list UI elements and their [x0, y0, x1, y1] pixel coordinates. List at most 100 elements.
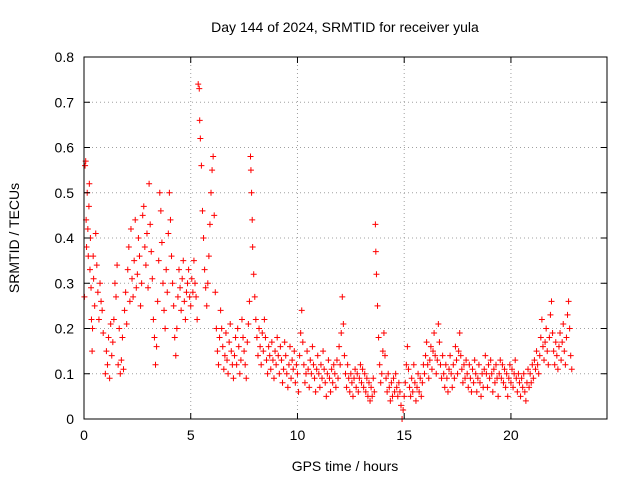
data-point [484, 384, 491, 391]
data-point [349, 393, 356, 400]
data-point [374, 302, 381, 309]
data-point [363, 375, 370, 382]
data-point [529, 361, 536, 368]
data-point [164, 289, 171, 296]
data-point [416, 388, 423, 395]
data-point [301, 379, 308, 386]
data-point [104, 361, 111, 368]
data-point [99, 307, 106, 314]
data-point [276, 370, 283, 377]
data-point [536, 352, 543, 359]
data-point [151, 334, 158, 341]
data-point [321, 366, 328, 373]
data-point [512, 357, 519, 364]
data-point [189, 289, 196, 296]
data-point [82, 162, 89, 169]
data-point [322, 379, 329, 386]
data-point [433, 370, 440, 377]
data-point [370, 375, 377, 382]
data-point [337, 361, 344, 368]
data-point [130, 293, 137, 300]
data-point [257, 343, 264, 350]
data-point [386, 384, 393, 391]
data-point [457, 352, 464, 359]
data-point [177, 284, 184, 291]
data-point [439, 352, 446, 359]
data-point [437, 361, 444, 368]
data-point [317, 361, 324, 368]
data-point [343, 384, 350, 391]
grid-lines [84, 57, 607, 419]
data-point [311, 375, 318, 382]
data-point [344, 361, 351, 368]
data-point [92, 230, 99, 237]
data-point [502, 384, 509, 391]
data-point [141, 244, 148, 251]
data-point [237, 357, 244, 364]
data-point [446, 366, 453, 373]
data-point [460, 361, 467, 368]
data-point [251, 293, 258, 300]
data-point [185, 266, 192, 273]
data-point [249, 244, 256, 251]
data-point [379, 348, 386, 355]
data-point [265, 343, 272, 350]
data-point [282, 352, 289, 359]
data-point [248, 189, 255, 196]
data-point [218, 325, 225, 332]
data-point [131, 257, 138, 264]
data-point [472, 370, 479, 377]
data-point [407, 393, 414, 400]
data-point [380, 330, 387, 337]
data-point [537, 334, 544, 341]
data-point [170, 302, 177, 309]
data-point [553, 352, 560, 359]
data-point [415, 370, 422, 377]
data-point [86, 180, 93, 187]
data-point [113, 293, 120, 300]
data-point [434, 357, 441, 364]
data-point [325, 357, 332, 364]
data-point [357, 361, 364, 368]
data-point [224, 357, 231, 364]
data-point [522, 397, 529, 404]
data-point [132, 216, 139, 223]
data-point [449, 384, 456, 391]
data-point [534, 361, 541, 368]
data-point [143, 230, 150, 237]
data-point [195, 81, 202, 88]
data-point [182, 316, 189, 323]
data-point [162, 325, 169, 332]
data-point [438, 375, 445, 382]
data-point [373, 271, 380, 278]
data-point [256, 325, 263, 332]
data-point [526, 384, 533, 391]
data-point [279, 379, 286, 386]
data-point [441, 384, 448, 391]
data-point [558, 357, 565, 364]
data-point [519, 384, 526, 391]
data-point [202, 284, 209, 291]
data-point [548, 298, 555, 305]
data-point [210, 153, 217, 160]
data-point [231, 352, 238, 359]
data-point [482, 352, 489, 359]
data-point [204, 280, 211, 287]
data-point [421, 370, 428, 377]
data-point [253, 334, 260, 341]
data-point [358, 379, 365, 386]
data-point [463, 357, 470, 364]
data-point [359, 366, 366, 373]
data-point [567, 352, 574, 359]
data-point [355, 388, 362, 395]
data-point [376, 361, 383, 368]
data-point [292, 379, 299, 386]
data-point [336, 343, 343, 350]
data-point [448, 370, 455, 377]
data-point [245, 320, 252, 327]
data-point [307, 357, 314, 364]
data-point [215, 361, 222, 368]
data-point [319, 375, 326, 382]
axis-ticks: 0 0.1 0.2 0.3 0.4 0.5 0.6 0.7 0.8 0 5 10 15 20 [55, 49, 607, 443]
data-point [236, 370, 243, 377]
